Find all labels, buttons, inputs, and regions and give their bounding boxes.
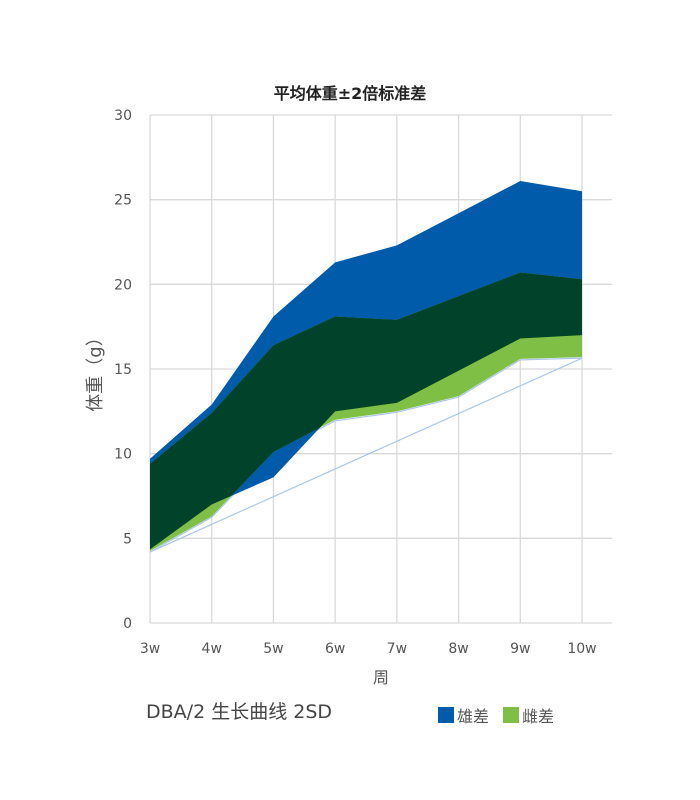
x-tick-label: 5w <box>263 641 283 657</box>
x-tick-label: 6w <box>325 641 345 657</box>
legend-label-male: 雄差 <box>457 707 490 726</box>
x-axis-label: 周 <box>373 668 389 687</box>
legend-item-male: 雄差 <box>438 703 489 727</box>
y-tick-label: 15 <box>114 362 132 378</box>
female-lower-edge <box>149 357 583 553</box>
x-tick-label: 3w <box>140 641 160 657</box>
x-tick-label: 8w <box>448 641 468 657</box>
legend: 雄差 雌差 <box>438 703 568 727</box>
legend-label-female: 雌差 <box>522 707 555 726</box>
legend-swatch-male <box>438 707 454 723</box>
y-tick-label: 20 <box>114 277 132 293</box>
legend-swatch-female <box>503 707 520 723</box>
y-tick-label: 30 <box>114 108 132 124</box>
x-tick-label: 10w <box>567 641 596 657</box>
legend-item-female: 雌差 <box>503 703 554 727</box>
y-tick-label: 10 <box>114 447 132 463</box>
chart-footer: DBA/2 生长曲线 2SD <box>146 701 333 723</box>
x-tick-label: 4w <box>202 641 222 657</box>
x-tick-label: 7w <box>387 641 407 657</box>
y-tick-label: 0 <box>123 616 132 632</box>
x-tick-label: 9w <box>510 641 530 657</box>
y-tick-label: 5 <box>123 531 132 547</box>
y-axis-label: 体重（g） <box>85 328 106 411</box>
y-tick-label: 25 <box>114 193 132 209</box>
chart-title: 平均体重±2倍标准差 <box>273 84 427 103</box>
